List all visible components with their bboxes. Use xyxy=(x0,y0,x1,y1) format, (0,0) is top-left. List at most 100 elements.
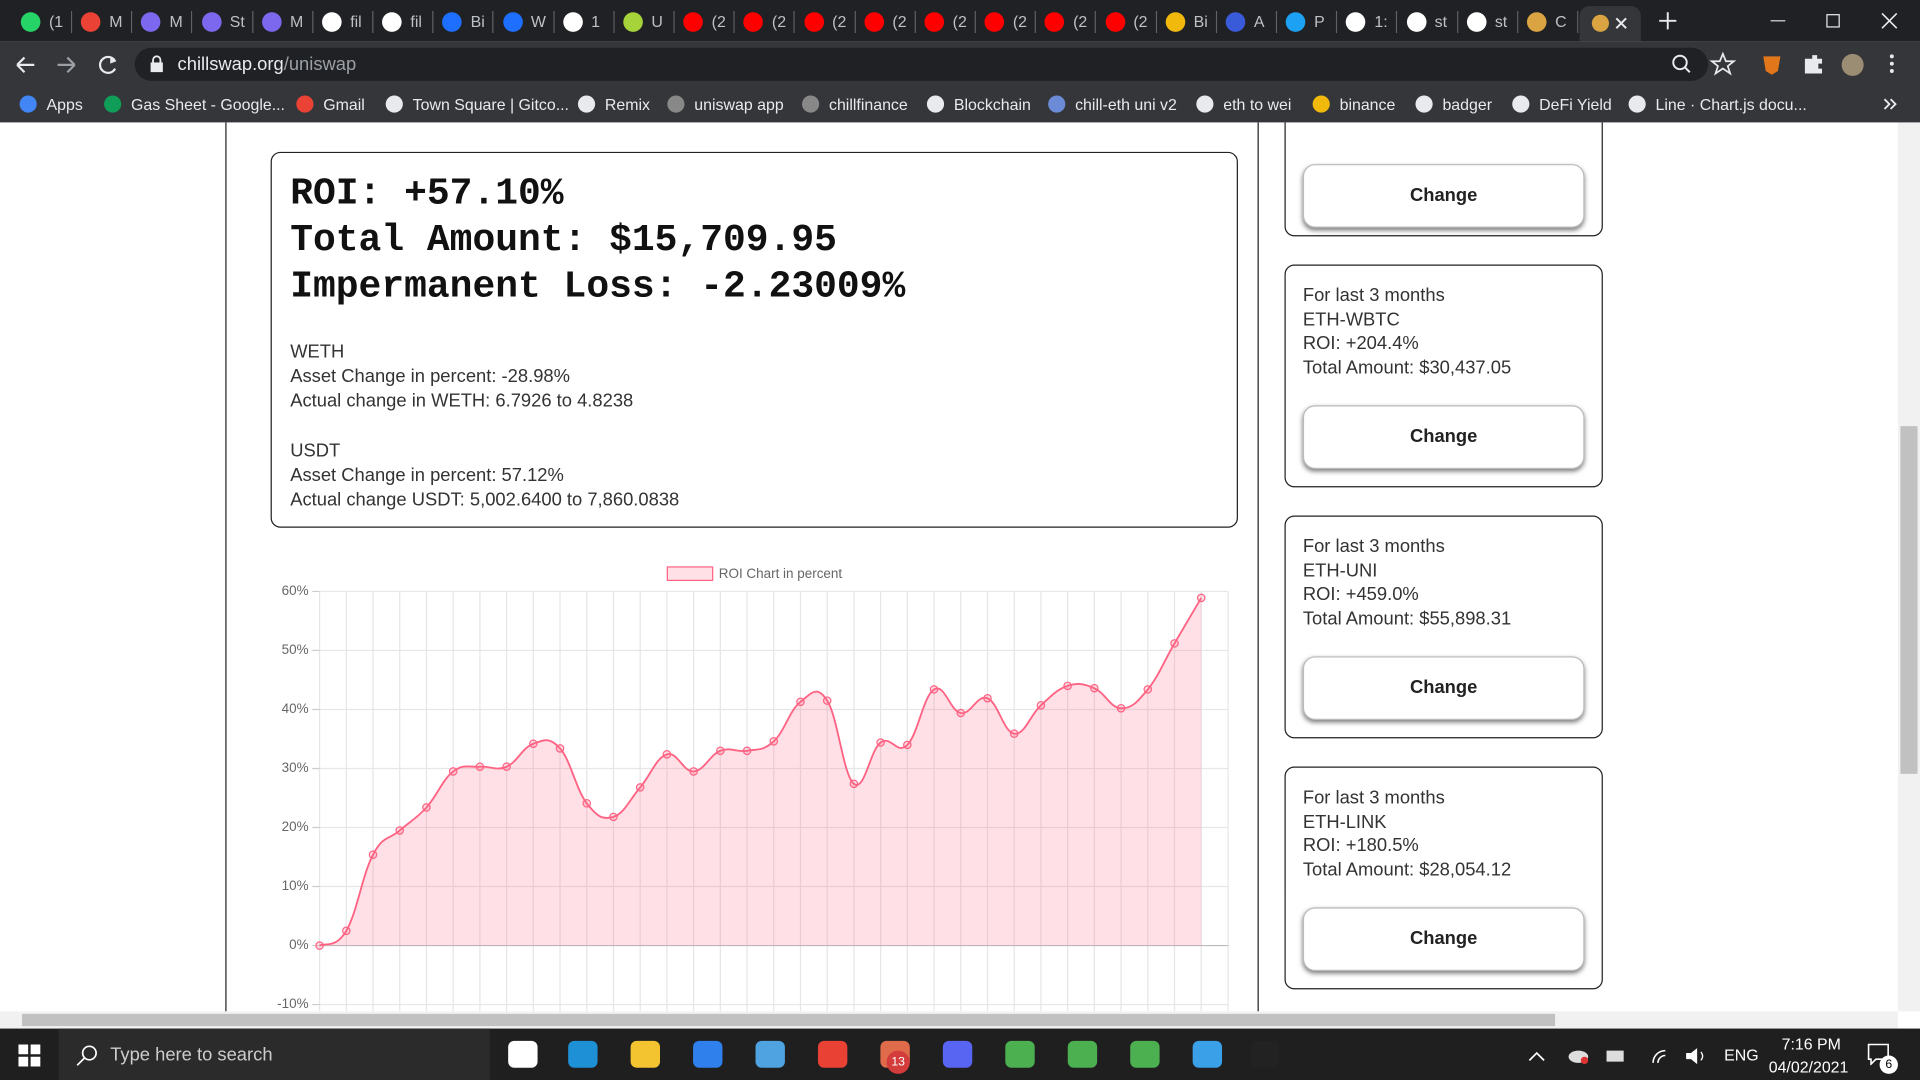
tab[interactable]: Bi xyxy=(1157,6,1217,38)
new-tab[interactable] xyxy=(1658,11,1678,31)
bookmark[interactable]: Line · Chart.js docu... xyxy=(1655,95,1807,114)
taskbar-app[interactable] xyxy=(1130,1040,1160,1068)
notification-count: 6 xyxy=(1879,1055,1898,1074)
bookmark[interactable]: badger xyxy=(1442,95,1493,114)
scroll-thumb[interactable] xyxy=(22,1013,1556,1027)
tab[interactable]: (2 xyxy=(856,6,916,38)
change-button[interactable]: Change xyxy=(1302,907,1585,972)
start-button[interactable] xyxy=(18,1044,41,1067)
tab[interactable]: st xyxy=(1458,6,1519,38)
point xyxy=(769,737,779,746)
tab[interactable]: fil xyxy=(313,6,374,38)
taskbar-app[interactable] xyxy=(1250,1040,1280,1068)
tab-close[interactable] xyxy=(1614,16,1629,31)
taskbar-app[interactable] xyxy=(817,1040,848,1068)
line xyxy=(319,597,1203,947)
more-bookmarks[interactable] xyxy=(1882,97,1899,112)
tab-title: 1 xyxy=(591,12,601,31)
tab[interactable]: M xyxy=(253,6,314,38)
address-bar[interactable] xyxy=(134,47,1709,81)
tab[interactable]: Bi xyxy=(434,6,494,38)
tab-title: (2 xyxy=(952,12,967,31)
bookmark[interactable]: Town Square | Gitco... xyxy=(412,95,569,114)
scroll-thumb[interactable] xyxy=(1900,426,1918,774)
tab[interactable]: C xyxy=(1518,6,1579,38)
point xyxy=(1143,685,1153,694)
tab-icon xyxy=(743,12,764,32)
tab[interactable]: P xyxy=(1277,6,1338,38)
pool-card: For last 3 months ETH-WBTC ROI: +204.4% Tot… xyxy=(1284,264,1603,488)
point xyxy=(1063,681,1072,691)
point xyxy=(609,812,618,822)
point xyxy=(342,926,351,936)
tab[interactable]: M xyxy=(72,6,133,38)
vertical-scrollbar[interactable] xyxy=(1897,122,1920,1012)
window-controls[interactable] xyxy=(1763,10,1910,32)
tab-icon xyxy=(623,12,643,32)
tray-icons[interactable] xyxy=(1526,1043,1710,1067)
taskbar-app[interactable] xyxy=(630,1040,660,1068)
bookmark[interactable]: Apps xyxy=(46,95,83,114)
clock-time[interactable]: 7:16 PM xyxy=(1781,1034,1841,1054)
tab[interactable]: st xyxy=(1398,6,1458,38)
tab-icon xyxy=(261,12,282,32)
bookmark[interactable]: chill-eth uni v2 xyxy=(1075,95,1177,114)
point xyxy=(662,750,672,759)
bookmark[interactable]: Gmail xyxy=(323,95,365,114)
language[interactable]: ENG xyxy=(1724,1045,1759,1065)
tab[interactable]: (2 xyxy=(916,6,976,38)
tab[interactable]: A xyxy=(1217,6,1278,38)
bookmark[interactable]: eth to wei xyxy=(1223,95,1292,114)
point xyxy=(849,779,859,789)
asset-change: Asset Change in percent: -28.98% xyxy=(290,366,570,387)
tab[interactable]: (2 xyxy=(976,6,1037,38)
taskbar-app[interactable] xyxy=(1192,1040,1223,1068)
bookmark[interactable]: binance xyxy=(1339,95,1396,114)
bookmark[interactable]: Gas Sheet - Google... xyxy=(131,95,285,114)
bookmark[interactable]: uniswap app xyxy=(694,95,784,114)
total-amount: Total Amount: $15,709.95 xyxy=(290,219,837,263)
bookmark[interactable]: DeFi Yield xyxy=(1539,95,1612,114)
taskbar-app[interactable] xyxy=(508,1040,538,1068)
tab-title: (2 xyxy=(1133,12,1148,31)
horizontal-scrollbar[interactable] xyxy=(0,1011,1898,1029)
tab[interactable]: U xyxy=(615,6,675,38)
tab[interactable]: (2 xyxy=(1097,6,1157,38)
tab-title: (2 xyxy=(711,12,726,31)
tab[interactable]: St xyxy=(193,6,253,38)
tab[interactable]: 1: xyxy=(1338,6,1398,38)
taskbar-app[interactable] xyxy=(755,1040,785,1068)
taskbar-app[interactable] xyxy=(1067,1040,1098,1068)
bookmark[interactable]: Blockchain xyxy=(953,95,1031,114)
search-box[interactable]: Type here to search xyxy=(58,1028,490,1080)
tab-icon xyxy=(984,12,1005,32)
change-button[interactable]: Change xyxy=(1302,656,1585,720)
taskbar-app[interactable] xyxy=(942,1040,973,1068)
tab-icon xyxy=(1165,12,1186,32)
tab[interactable]: M xyxy=(133,6,193,38)
bookmark[interactable]: chillfinance xyxy=(828,95,908,114)
notification-icon[interactable] xyxy=(1867,1043,1891,1066)
active-tab[interactable] xyxy=(1579,6,1641,42)
tab[interactable]: (1 xyxy=(12,6,73,38)
tab[interactable]: W xyxy=(494,6,555,38)
tab[interactable]: (2 xyxy=(795,6,856,38)
tab[interactable]: 1 xyxy=(554,6,615,38)
change-button[interactable]: Change xyxy=(1302,405,1585,469)
nav-buttons[interactable] xyxy=(12,51,122,78)
change-button[interactable]: Change xyxy=(1302,164,1585,228)
taskbar-app[interactable] xyxy=(1005,1040,1035,1068)
taskbar-app[interactable] xyxy=(568,1040,598,1068)
bookmark-icon xyxy=(1312,95,1330,113)
tab-title: 1: xyxy=(1374,12,1388,31)
tab[interactable]: (2 xyxy=(1036,6,1097,38)
tab[interactable]: (2 xyxy=(675,6,735,38)
taskbar-app[interactable] xyxy=(693,1040,723,1068)
tab[interactable]: fil xyxy=(374,6,434,38)
tab[interactable]: (2 xyxy=(735,6,796,38)
point xyxy=(315,941,324,950)
bookmark[interactable]: Remix xyxy=(604,95,651,114)
clock-date[interactable]: 04/02/2021 xyxy=(1768,1057,1849,1077)
toolbar-icons[interactable] xyxy=(1670,51,1903,78)
